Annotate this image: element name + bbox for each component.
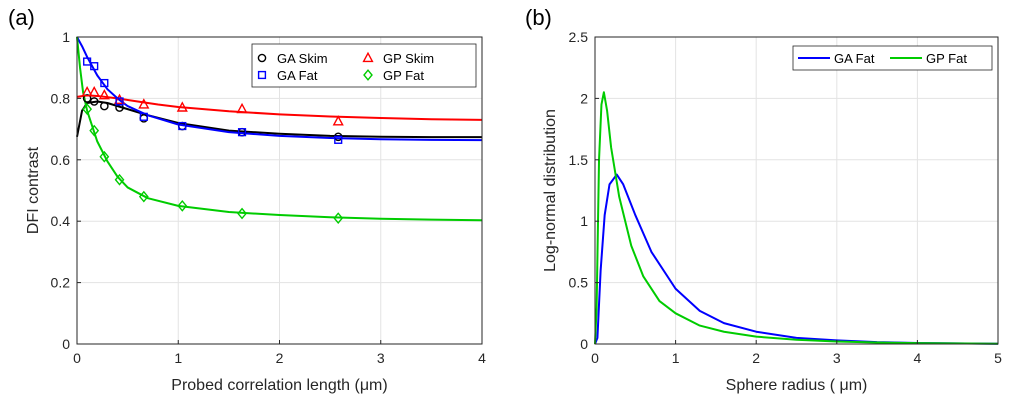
legend-marker-ga-fat [257, 70, 267, 80]
grid-b [595, 37, 998, 344]
y-tick-label: 2 [580, 90, 588, 106]
panel-label-a: (a) [8, 5, 35, 30]
series-line-ga-fat [594, 173, 999, 345]
data-point-gp-skim [138, 98, 150, 109]
panel-a: (a) 0 1 2 3 4 0 0.2 0.4 0.6 0.8 1 Probed correlati… [8, 5, 486, 394]
x-tick-label: 3 [833, 350, 841, 366]
data-point-ga-fat [100, 78, 109, 88]
plot-frame-b [594, 36, 999, 345]
series-line-gp-fat [76, 36, 483, 222]
y-axis-title-b: Log-normal distribution [542, 109, 559, 272]
x-tick-label: 5 [994, 350, 1002, 366]
legend-label: GA Skim [277, 51, 328, 66]
data-point-gp-fat [237, 207, 247, 220]
x-tick-label: 0 [591, 350, 599, 366]
data-point-gp-fat [82, 103, 93, 116]
data-point-gp-skim [81, 85, 93, 97]
y-tick-label: 0.4 [51, 213, 71, 229]
legend-label: GA Fat [834, 51, 875, 66]
y-tick-label: 0.5 [569, 275, 589, 291]
data-point-gp-fat [177, 199, 188, 212]
x-axis-title-b: Sphere radius ( μm) [726, 377, 868, 394]
legend-a: GA Skim GP Skim GA Fat GP Fat [251, 43, 477, 88]
legend-label: GP Fat [383, 68, 424, 83]
legend-box-a [251, 43, 477, 88]
y-axis-title-a: DFI contrast [25, 146, 42, 234]
data-point-ga-skim [100, 101, 109, 111]
y-tick-label: 1 [580, 213, 588, 229]
data-point-ga-skim [89, 97, 99, 106]
legend-label: GP Skim [383, 51, 434, 66]
data-point-gp-skim [176, 101, 188, 112]
ticks-b: 0 1 2 3 4 5 0 0.5 1 1.5 2 2.5 [569, 29, 1003, 366]
data-point-gp-fat [333, 212, 344, 225]
data-point-ga-fat [139, 112, 148, 121]
data-point-ga-fat [83, 57, 92, 66]
data-point-ga-fat [90, 62, 99, 71]
data-point-gp-fat [138, 190, 149, 203]
curves-b [594, 91, 999, 345]
legend-b: GA Fat GP Fat [792, 45, 993, 71]
legend-marker-gp-skim [362, 51, 374, 63]
x-tick-label: 1 [672, 350, 680, 366]
x-tick-label: 4 [914, 350, 922, 366]
series-line-gp-fat [594, 91, 999, 345]
legend-marker-gp-fat [363, 69, 373, 81]
data-point-gp-fat [114, 173, 125, 186]
x-tick-label: 4 [478, 350, 486, 366]
data-point-gp-skim [98, 89, 110, 100]
data-point-ga-fat [334, 135, 343, 144]
panel-label-b: (b) [525, 5, 552, 30]
data-point-ga-skim [82, 94, 92, 103]
x-tick-label: 2 [752, 350, 760, 366]
data-point-ga-fat [115, 97, 124, 106]
data-point-gp-skim [113, 93, 126, 105]
data-point-gp-skim [236, 102, 248, 114]
legend-label: GP Fat [926, 51, 967, 66]
panel-b: (b) 0 1 2 3 4 5 0 0.5 1 1.5 2 2.5 Sphere radius ( μ… [525, 5, 1002, 394]
x-tick-label: 3 [377, 350, 385, 366]
data-point-gp-fat [89, 124, 100, 137]
markers-a [81, 57, 344, 225]
y-tick-label: 0 [580, 336, 588, 352]
grid-a [77, 37, 482, 344]
ticks-a: 0 1 2 3 4 0 0.2 0.4 0.6 0.8 1 [51, 29, 487, 366]
x-tick-label: 2 [276, 350, 284, 366]
y-tick-label: 2.5 [569, 29, 589, 45]
x-axis-title-a: Probed correlation length (μm) [171, 377, 387, 394]
data-point-ga-fat [178, 121, 187, 131]
x-tick-label: 0 [73, 350, 81, 366]
y-tick-label: 0.8 [51, 90, 71, 106]
data-point-gp-fat [99, 150, 110, 163]
y-tick-label: 0.2 [51, 275, 71, 291]
data-point-gp-skim [332, 115, 344, 126]
x-tick-label: 1 [174, 350, 182, 366]
legend-marker-ga-skim [257, 53, 267, 63]
y-tick-label: 0 [62, 336, 70, 352]
y-tick-label: 0.6 [51, 152, 71, 168]
legend-label: GA Fat [277, 68, 318, 83]
data-point-ga-fat [237, 128, 247, 137]
data-point-gp-skim [88, 85, 100, 97]
y-tick-label: 1 [62, 29, 70, 45]
y-tick-label: 1.5 [569, 152, 589, 168]
